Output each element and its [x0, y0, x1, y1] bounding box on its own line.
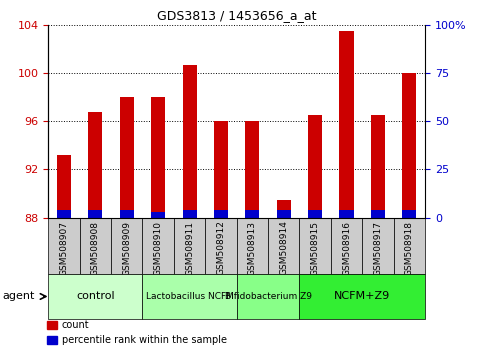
Bar — [308, 115, 322, 211]
Text: GSM508913: GSM508913 — [248, 221, 257, 275]
Bar — [340, 31, 354, 211]
Bar — [245, 211, 259, 218]
Text: NCFM+Z9: NCFM+Z9 — [334, 291, 390, 302]
Text: GSM508914: GSM508914 — [279, 221, 288, 275]
Bar — [120, 211, 134, 218]
Text: control: control — [76, 291, 114, 302]
Bar — [174, 218, 205, 274]
Bar — [277, 200, 291, 211]
Text: Lactobacillus NCFM: Lactobacillus NCFM — [146, 292, 233, 301]
Bar — [205, 218, 237, 274]
Bar — [268, 218, 299, 274]
Bar — [48, 218, 80, 274]
Bar — [245, 121, 259, 211]
Bar — [362, 218, 394, 274]
Bar — [142, 274, 237, 319]
Bar — [111, 218, 142, 274]
Text: GSM508917: GSM508917 — [373, 221, 383, 275]
Text: GSM508911: GSM508911 — [185, 221, 194, 275]
Text: GSM508912: GSM508912 — [216, 221, 226, 275]
Bar — [394, 218, 425, 274]
Title: GDS3813 / 1453656_a_at: GDS3813 / 1453656_a_at — [157, 9, 316, 22]
Bar — [120, 97, 134, 211]
Bar — [151, 212, 165, 218]
Bar — [57, 211, 71, 218]
Bar — [183, 64, 197, 211]
Bar — [214, 121, 228, 211]
Text: GSM508909: GSM508909 — [122, 221, 131, 275]
Bar — [371, 211, 385, 218]
Text: GSM508907: GSM508907 — [59, 221, 69, 275]
Bar — [277, 211, 291, 218]
Bar — [88, 112, 102, 211]
Text: Bifidobacterium Z9: Bifidobacterium Z9 — [225, 292, 312, 301]
Text: GSM508915: GSM508915 — [311, 221, 320, 275]
Text: GSM508910: GSM508910 — [154, 221, 163, 275]
Bar — [308, 211, 322, 218]
Bar — [402, 211, 416, 218]
Bar — [183, 211, 197, 218]
Bar — [331, 218, 362, 274]
Bar — [237, 274, 299, 319]
Text: GSM508916: GSM508916 — [342, 221, 351, 275]
Text: agent: agent — [2, 291, 35, 302]
Bar — [299, 274, 425, 319]
Bar — [80, 218, 111, 274]
Bar — [151, 97, 165, 212]
Text: GSM508918: GSM508918 — [405, 221, 414, 275]
Bar — [402, 73, 416, 211]
Bar — [237, 218, 268, 274]
Legend: count, percentile rank within the sample: count, percentile rank within the sample — [43, 316, 231, 349]
Bar — [340, 211, 354, 218]
Bar — [214, 211, 228, 218]
Bar — [57, 155, 71, 211]
Bar — [371, 115, 385, 211]
Bar — [48, 274, 142, 319]
Bar — [142, 218, 174, 274]
Bar — [299, 218, 331, 274]
Bar — [88, 211, 102, 218]
Text: GSM508908: GSM508908 — [91, 221, 100, 275]
